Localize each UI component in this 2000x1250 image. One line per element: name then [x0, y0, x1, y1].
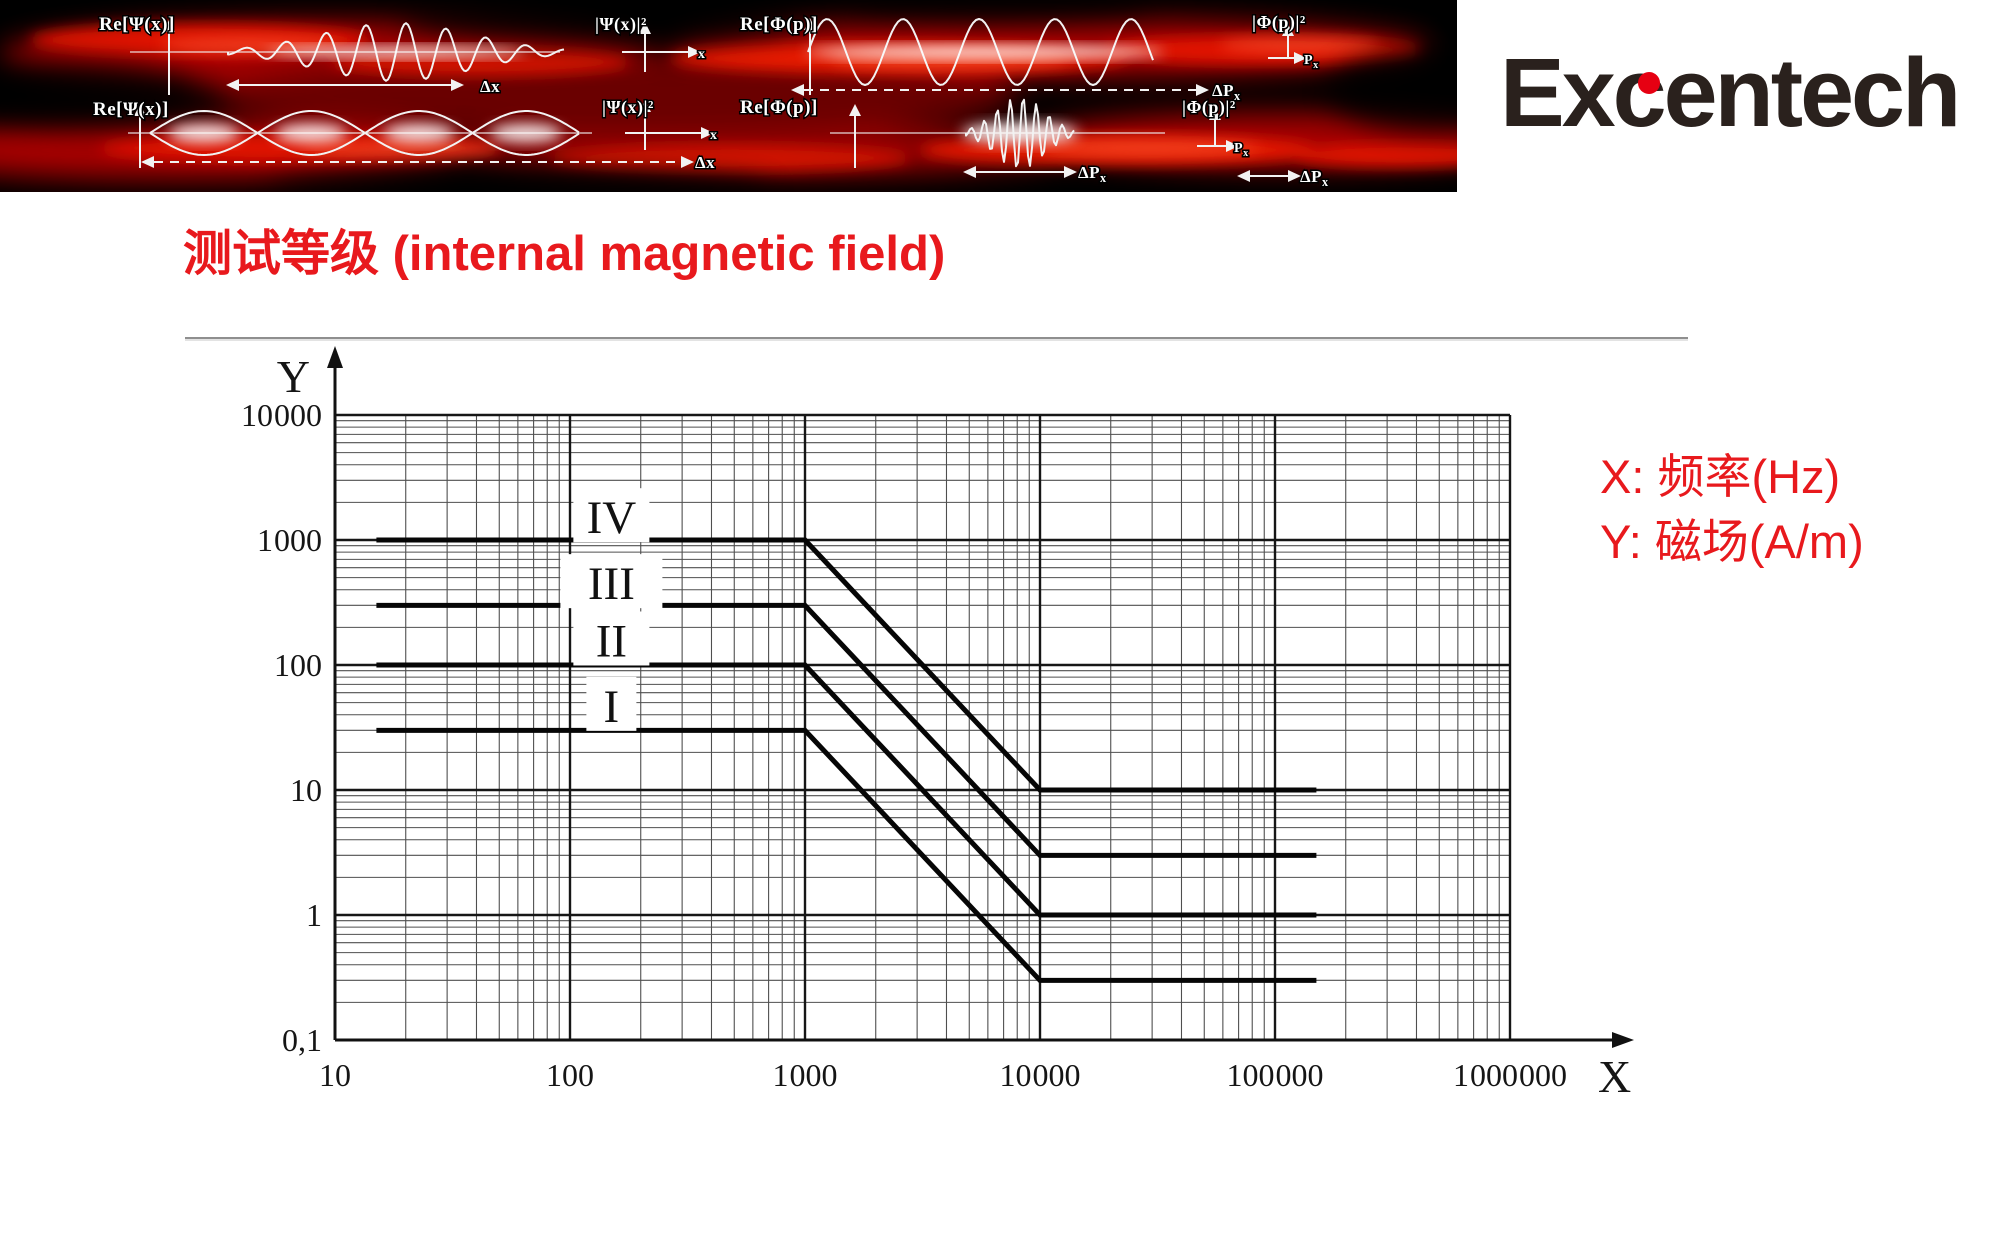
- banner-label: |Ψ(x)|²: [595, 14, 647, 35]
- banner-label: Re[Φ(p)]: [740, 97, 818, 118]
- axis-legend: X: 频率(Hz) Y: 磁场(A/m): [1600, 444, 1864, 574]
- grid-minor: [335, 415, 1510, 1040]
- banner-label: |Φ(p)|²: [1182, 97, 1236, 118]
- y-axis-letter: Y: [277, 351, 310, 402]
- y-tick-label: 10 000: [241, 397, 322, 433]
- axes: [327, 346, 1634, 1048]
- banner-label: ΔPx: [1078, 163, 1107, 185]
- curve-label-patch: [573, 611, 650, 666]
- x-tick-label: 10 000: [1000, 1057, 1081, 1093]
- curve-label-patch: [586, 676, 637, 731]
- separator-line: [185, 337, 1688, 339]
- banner-label: Px: [1234, 141, 1249, 159]
- logo-red-dot-icon: [1638, 72, 1660, 94]
- banner-label: |Φ(p)|²: [1252, 12, 1306, 33]
- wavefunction-diagrams: [128, 18, 1307, 182]
- flame-highlights: [160, 37, 1380, 158]
- banner-label: Δx: [695, 153, 715, 172]
- banner-label: Re[Ψ(x)]: [99, 14, 175, 35]
- curve-label-patch: [560, 554, 663, 609]
- banner-label: Re[Ψ(x)]: [93, 99, 169, 120]
- header-banner-image: Re[Ψ(x)] Δx |Ψ(x)|² x Re[Φ(p)] ΔPx |Φ(p)|² Px Re…: [0, 0, 1457, 192]
- x-axis-legend: X: 频率(Hz): [1600, 450, 1841, 503]
- uncertainty-principle-banner: Re[Ψ(x)]Δx|Ψ(x)|²xRe[Φ(p)]ΔPx|Φ(p)|²PxRe…: [0, 0, 1457, 192]
- logo-text: Excentech: [1500, 38, 1961, 147]
- y-tick-label: 10: [290, 772, 322, 808]
- y-axis-arrow-icon: [327, 346, 343, 368]
- curve-label-III: III: [588, 558, 635, 610]
- y-tick-label: 100: [274, 647, 322, 683]
- x-tick-label: 1 000 000: [1453, 1057, 1567, 1093]
- y-tick-label: 0,1: [282, 1022, 322, 1058]
- banner-label: Re[Φ(p)]: [740, 14, 818, 35]
- slide-title: 测试等级 (internal magnetic field): [183, 227, 946, 281]
- x-axis-letter: X: [1598, 1051, 1631, 1102]
- x-tick-label: 10: [319, 1057, 351, 1093]
- x-tick-label: 1 000: [773, 1057, 838, 1093]
- y-tick-label: 1: [306, 897, 322, 933]
- banner-label: ΔPx: [1212, 81, 1241, 103]
- banner-label: |Ψ(x)|²: [602, 97, 654, 118]
- x-tick-label: 100: [546, 1057, 594, 1093]
- banner-label: Δx: [480, 77, 500, 96]
- y-axis-legend: Y: 磁场(A/m): [1600, 515, 1864, 568]
- banner-label: x: [710, 128, 718, 143]
- x-tick-label: 100 000: [1227, 1057, 1324, 1093]
- banner-label: x: [698, 47, 706, 62]
- wavefunction-labels: Re[Ψ(x)]Δx|Ψ(x)|²xRe[Φ(p)]ΔPx|Φ(p)|²PxRe…: [92, 11, 1331, 191]
- x-axis-arrow-icon: [1612, 1032, 1634, 1048]
- banner-label: ΔPx: [1300, 167, 1329, 189]
- curve-label-patch: [573, 488, 650, 543]
- banner-label: Px: [1304, 53, 1319, 71]
- y-tick-label: 1 000: [257, 522, 322, 558]
- curve-label-IV: IV: [587, 492, 637, 544]
- curve-label-I: I: [604, 681, 620, 733]
- curve-label-II: II: [596, 615, 627, 667]
- company-logo: Excentech: [1500, 44, 1990, 154]
- flame-shadows: [0, 0, 1457, 192]
